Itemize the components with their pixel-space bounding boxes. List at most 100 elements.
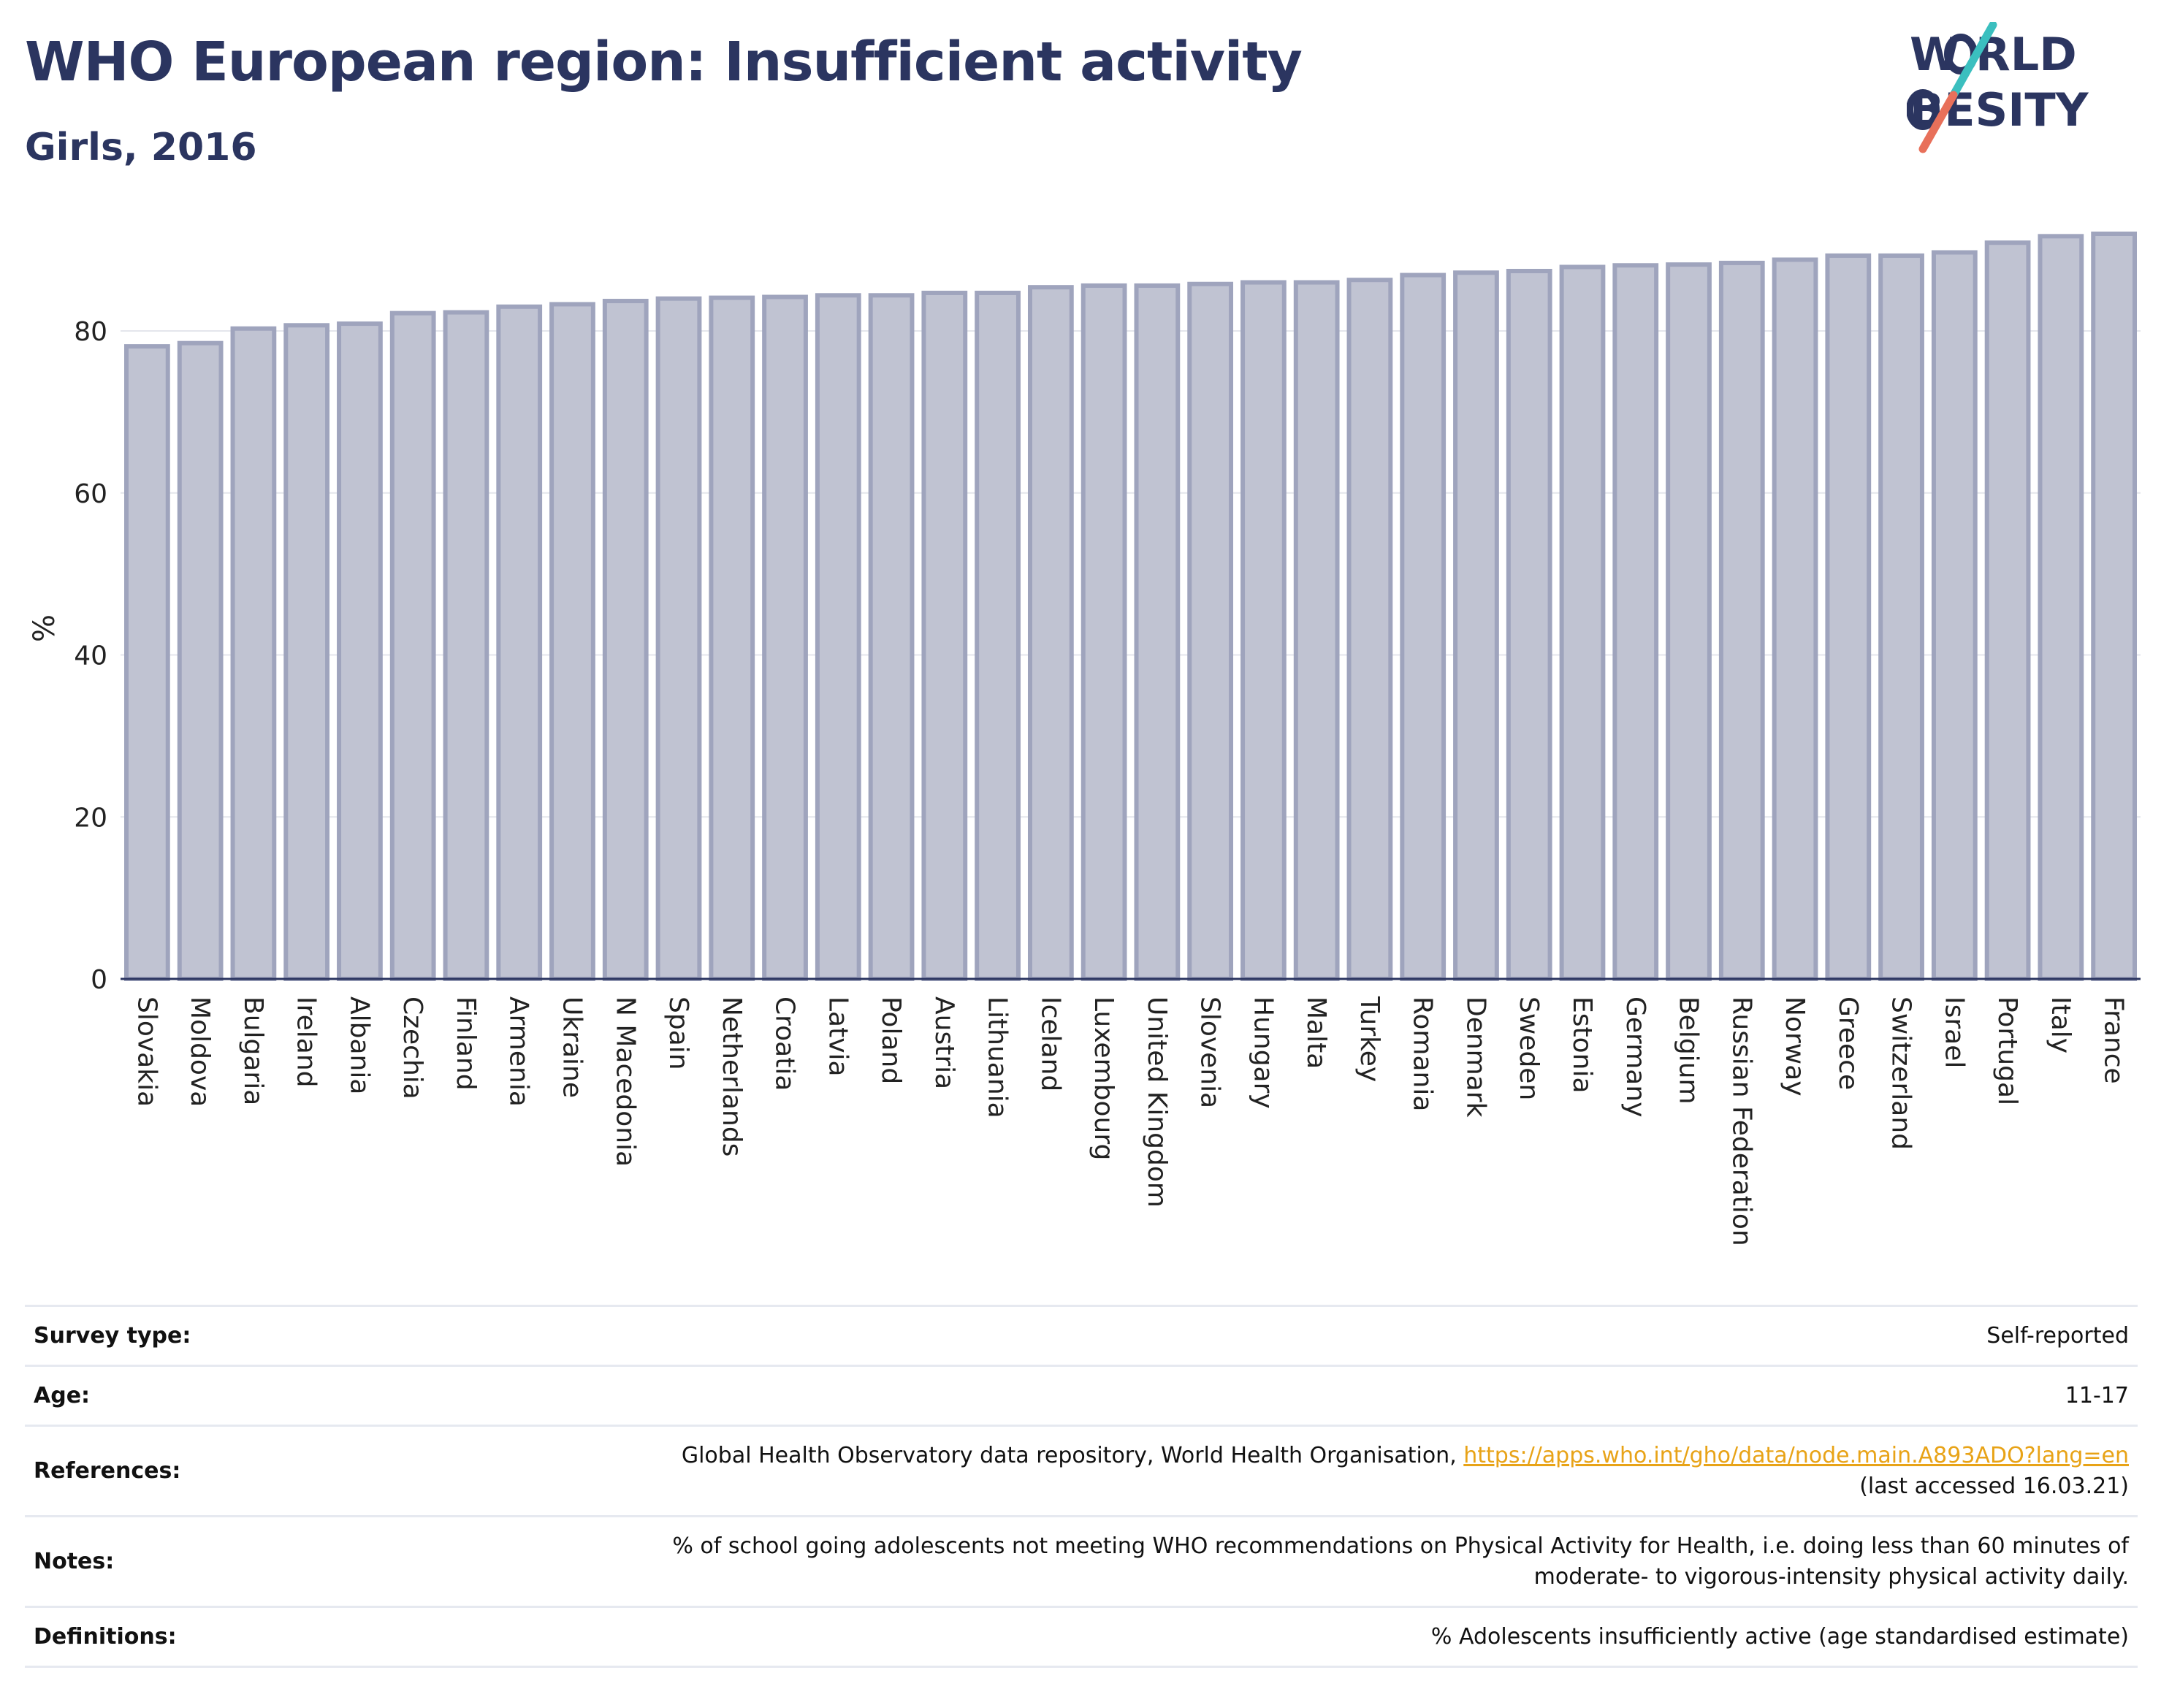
bar-ireland	[283, 323, 330, 982]
chart-title: WHO European region: Insufficient activi…	[25, 31, 1303, 94]
x-tick-label: Bulgaria	[238, 996, 268, 1105]
x-tick-label: Belgium	[1674, 996, 1704, 1105]
chart-subtitle: Girls, 2016	[25, 126, 257, 169]
x-tick-label: N Macedonia	[610, 996, 640, 1167]
notes-line1: % of school going adolescents not meetin…	[672, 1533, 2129, 1559]
bar-germany	[1612, 263, 1659, 981]
info-row-survey-type: Survey type: Self-reported	[25, 1305, 2138, 1366]
bar-greece	[1825, 253, 1872, 982]
bars	[124, 232, 2137, 982]
bar-czechia	[389, 310, 436, 981]
info-row-references: References: Global Health Observatory da…	[25, 1425, 2138, 1517]
references-link[interactable]: https://apps.who.int/gho/data/node.main.…	[1463, 1442, 2129, 1468]
bar-netherlands	[709, 295, 755, 981]
references-text: Global Health Observatory data repositor…	[681, 1442, 1464, 1468]
y-tick-label: 80	[74, 317, 107, 347]
references-accessed: (last accessed 16.03.21)	[1859, 1473, 2129, 1499]
bar-spain	[655, 296, 702, 981]
x-tick-label: Czechia	[397, 996, 427, 1099]
bar-portugal	[1984, 240, 2031, 981]
x-tick-label: Israel	[1939, 996, 1969, 1068]
bar-estonia	[1559, 264, 1606, 981]
bar-denmark	[1453, 270, 1499, 981]
bar-sweden	[1506, 269, 1552, 981]
y-axis-ticks: 0 20 40 60 80	[74, 317, 107, 995]
bar-albania	[337, 321, 383, 981]
bar-luxembourg	[1080, 283, 1127, 981]
x-tick-label: Turkey	[1354, 996, 1384, 1082]
x-tick-label: Ireland	[291, 996, 321, 1088]
logo-slash-coral	[1918, 91, 1958, 153]
bar-chart: 0 20 40 60 80 Slovakia Moldova Bulgaria Ireland…	[28, 232, 2141, 1246]
x-tick-label: Germany	[1620, 996, 1650, 1117]
x-tick-label: Lithuania	[983, 996, 1013, 1118]
x-tick-label: Iceland	[1035, 996, 1065, 1091]
x-tick-label: Hungary	[1248, 996, 1278, 1109]
y-tick-label: 0	[91, 965, 107, 995]
x-tick-label: Latvia	[823, 996, 853, 1077]
x-tick-label: Romania	[1408, 996, 1438, 1111]
y-tick-label: 40	[74, 641, 107, 671]
x-tick-label: Croatia	[770, 996, 800, 1091]
info-row-notes: Notes: % of school going adolescents not…	[25, 1516, 2138, 1607]
x-tick-label: Finland	[451, 996, 481, 1091]
bar-croatia	[762, 294, 808, 981]
bar-norway	[1772, 257, 1818, 981]
bar-switzerland	[1878, 253, 1924, 982]
bar-malta	[1293, 280, 1340, 981]
x-tick-label: France	[2099, 996, 2129, 1084]
x-tick-label: Malta	[1301, 996, 1331, 1069]
age-value: 11-17	[2065, 1382, 2129, 1408]
x-tick-label: Russian Federation	[1726, 996, 1756, 1246]
bar-united-kingdom	[1134, 283, 1181, 981]
x-tick-label: Armenia	[504, 996, 534, 1107]
bar-hungary	[1240, 280, 1287, 981]
bar-belgium	[1666, 262, 1712, 981]
bar-slovakia	[124, 344, 170, 981]
bar-austria	[921, 290, 968, 982]
bar-bulgaria	[230, 326, 277, 981]
definitions-value: % Adolescents insufficiently active (age…	[1430, 1623, 2129, 1650]
bar-turkey	[1346, 278, 1393, 981]
notes-line2: moderate- to vigorous-intensity physical…	[1533, 1563, 2129, 1590]
bar-romania	[1400, 272, 1447, 982]
x-tick-label: Greece	[1833, 996, 1863, 1090]
x-tick-label: Denmark	[1460, 996, 1490, 1118]
x-tick-label: Norway	[1780, 996, 1810, 1097]
definitions-label: Definitions:	[34, 1624, 177, 1650]
bar-n-macedonia	[602, 299, 649, 981]
x-tick-label: Slovakia	[132, 996, 161, 1107]
x-tick-label: Spain	[663, 996, 693, 1070]
bar-armenia	[496, 304, 543, 982]
logo-slash-teal	[1949, 22, 1997, 99]
world-obesity-logo: W RLD BESITY	[1907, 22, 2089, 153]
age-label: Age:	[34, 1383, 91, 1408]
references-label: References:	[34, 1458, 181, 1484]
bar-slovenia	[1187, 281, 1234, 981]
bar-russian-federation	[1718, 260, 1765, 982]
bar-latvia	[815, 293, 861, 981]
x-tick-label: Austria	[929, 996, 959, 1089]
x-tick-label: Moldova	[185, 996, 215, 1107]
bar-finland	[443, 310, 489, 982]
notes-value: % of school going adolescents not meetin…	[335, 1517, 2138, 1607]
bar-moldova	[177, 340, 224, 982]
bar-lithuania	[975, 290, 1021, 982]
x-tick-label: United Kingdom	[1142, 996, 1172, 1208]
y-tick-label: 60	[74, 479, 107, 509]
x-tick-label: Slovenia	[1195, 996, 1225, 1108]
bar-france	[2091, 232, 2137, 981]
info-row-age: Age: 11-17	[25, 1365, 2138, 1426]
survey-type-value: Self-reported	[1986, 1322, 2129, 1349]
notes-label: Notes:	[34, 1549, 115, 1574]
x-tick-label: Estonia	[1567, 996, 1597, 1094]
x-tick-label: Luxembourg	[1089, 996, 1118, 1160]
x-tick-label: Netherlands	[717, 996, 747, 1156]
bar-ukraine	[549, 302, 595, 981]
x-axis-ticks: Slovakia Moldova Bulgaria Ireland Albania Cze…	[132, 996, 2128, 1246]
survey-type-label: Survey type:	[34, 1323, 191, 1349]
y-axis-label: %	[28, 614, 61, 642]
x-tick-label: Italy	[2046, 996, 2076, 1053]
bar-israel	[1931, 250, 1978, 981]
info-table: Survey type: Self-reported Age: 11-17 Re…	[25, 1305, 2138, 1668]
